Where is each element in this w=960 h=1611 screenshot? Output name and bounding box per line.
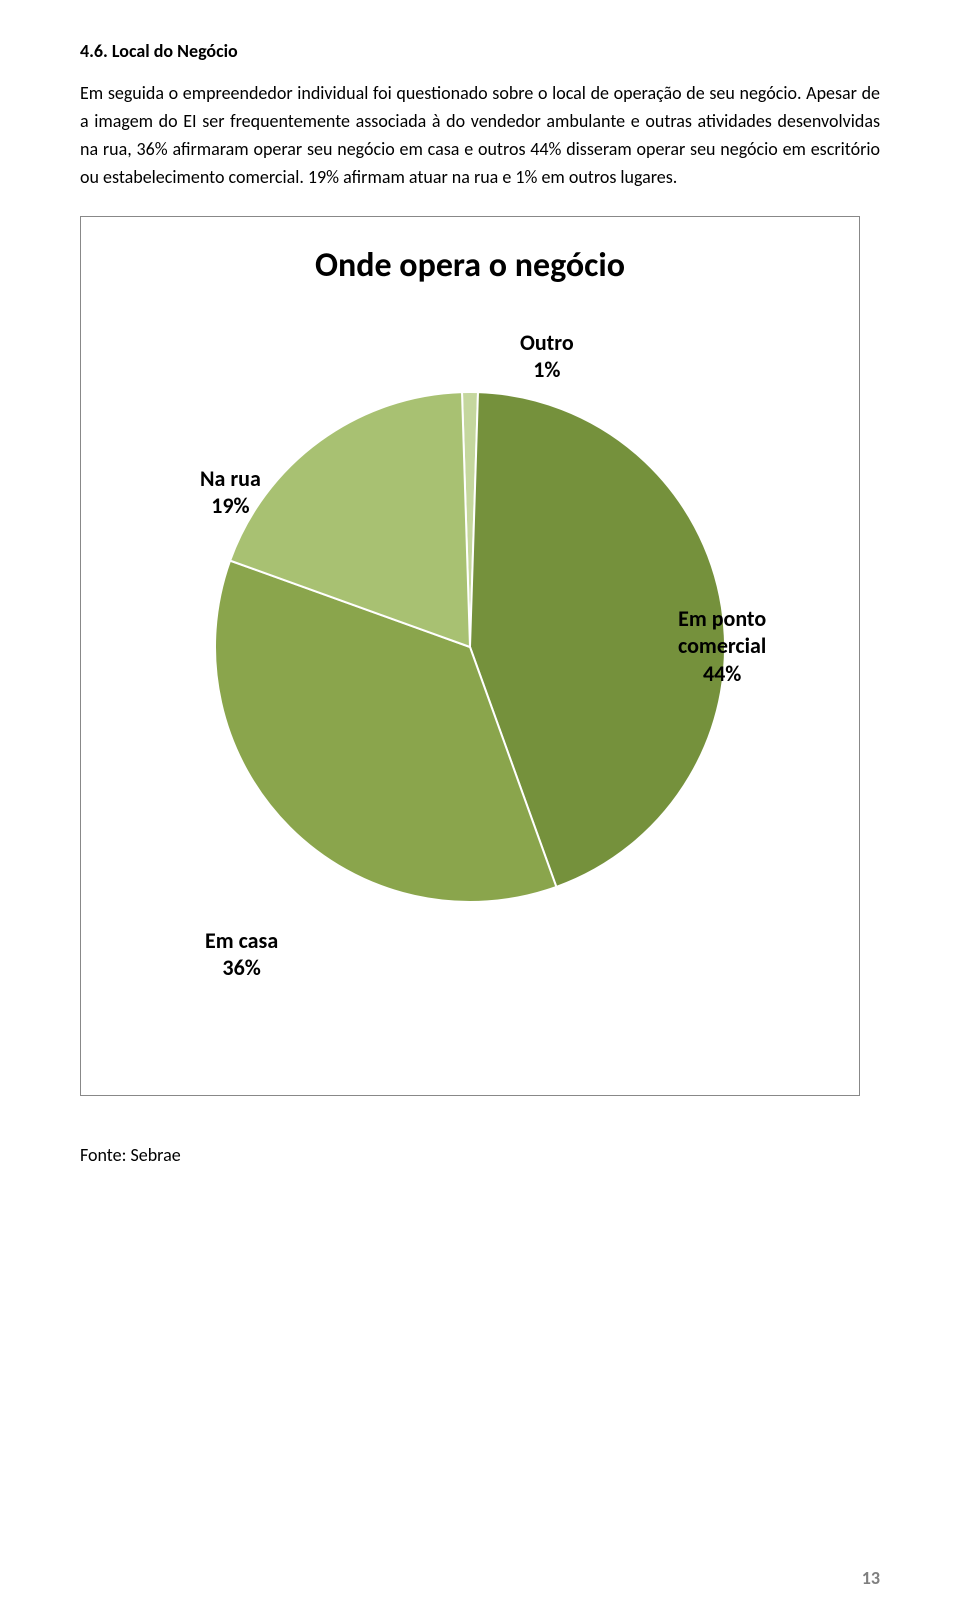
- chart-source: Fonte: Sebrae: [80, 1144, 880, 1166]
- pie-chart-container: Onde opera o negócio Outro1%Em pontocome…: [80, 216, 860, 1096]
- section-heading: 4.6. Local do Negócio: [80, 40, 880, 62]
- pie-chart: Outro1%Em pontocomercial44%Em casa36%Na …: [210, 387, 730, 907]
- chart-title: Onde opera o negócio: [315, 245, 625, 286]
- pie-slice-label: Outro1%: [520, 329, 574, 384]
- page-number: 13: [862, 1567, 880, 1589]
- pie-slice-label: Em casa36%: [205, 927, 278, 982]
- pie-slice-label: Em pontocomercial44%: [678, 605, 766, 688]
- pie-slice-label: Na rua19%: [200, 465, 261, 520]
- body-paragraph: Em seguida o empreendedor individual foi…: [80, 80, 880, 192]
